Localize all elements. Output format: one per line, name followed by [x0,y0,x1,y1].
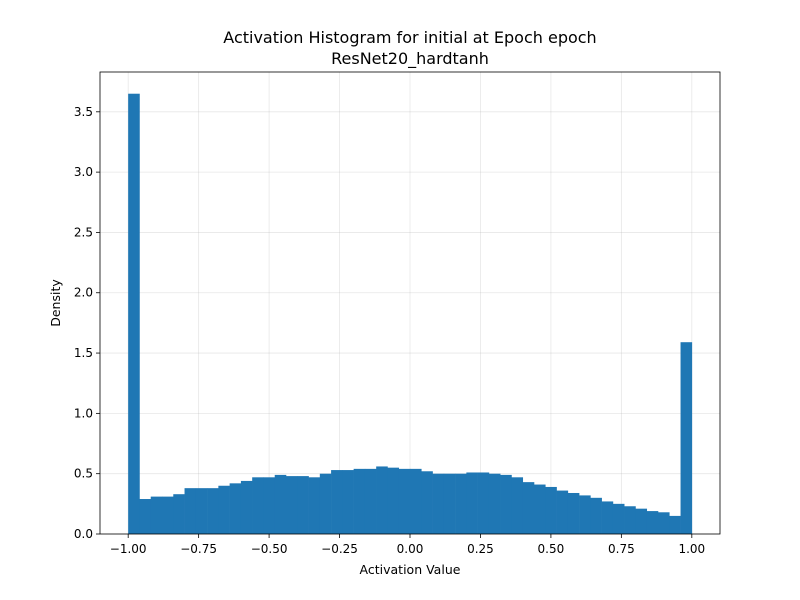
histogram-bar [455,473,467,534]
x-tick-label: 0.00 [397,542,424,556]
histogram-bar [376,466,388,534]
histogram-bar [646,511,659,534]
x-tick-label: −0.50 [251,542,288,556]
histogram-bar [150,496,163,534]
histogram-bar [556,490,569,534]
histogram-bar [488,473,501,534]
histogram-bar [590,497,602,534]
histogram-bar [331,470,343,534]
histogram-bar [173,494,185,534]
histogram-bar [421,471,433,534]
x-tick-label: −0.75 [180,542,217,556]
histogram-bar [353,468,366,534]
x-tick-label: 0.25 [467,542,494,556]
histogram-bar [680,342,693,534]
grid-lines [100,72,720,535]
histogram-bar [128,93,140,534]
histogram-bar [240,480,253,534]
histogram-bar [567,492,580,534]
histogram-bar [432,473,445,534]
histogram-bar [522,482,535,534]
histogram-bar [534,484,546,534]
histogram-bar [252,477,264,534]
histogram-bar [579,495,591,534]
histogram-bars [128,93,693,534]
histogram-bar [184,488,197,534]
histogram-bar [207,488,219,534]
histogram-bar [477,472,490,534]
histogram-bar [162,496,174,534]
histogram-bar [319,473,332,534]
y-axis-ticks: 0.0 0.5 1.0 1.5 2.0 2.5 3.0 3.5 [74,105,100,541]
x-tick-label: −1.00 [110,542,147,556]
histogram-bar [263,477,276,534]
histogram-bar [669,515,681,534]
chart-subtitle: ResNet20_hardtanh [331,49,489,69]
histogram-bar [297,476,309,534]
histogram-bar [410,468,422,534]
histogram-bar [601,501,614,534]
histogram-bar [612,503,625,534]
y-tick-label: 1.0 [74,406,93,420]
histogram-bar [443,473,456,534]
x-axis-ticks: −1.00 −0.75 −0.50 −0.25 0.00 0.25 0.50 0.75 1.00 [110,534,705,556]
y-tick-label: 0.0 [74,527,93,541]
x-tick-label: 1.00 [678,542,705,556]
chart-title: Activation Histogram for initial at Epoc… [223,28,596,47]
histogram-bar [635,508,648,534]
histogram-bar [274,474,287,534]
histogram-bar [545,486,557,534]
x-tick-label: 0.50 [538,542,565,556]
histogram-bar [387,467,400,534]
histogram-bar [195,488,208,534]
y-axis-label: Density [48,279,63,327]
histogram-bar [218,485,230,534]
histogram-bar [229,483,242,534]
y-tick-label: 1.5 [74,346,93,360]
histogram-bar [511,477,524,534]
histogram-bar [658,512,670,534]
histogram-bar [398,468,411,534]
x-tick-label: 0.75 [608,542,635,556]
histogram-bar [342,470,354,534]
y-tick-label: 3.0 [74,165,93,179]
y-tick-label: 2.5 [74,225,93,239]
histogram-bar [139,499,152,534]
y-tick-label: 3.5 [74,105,93,119]
histogram-bar [364,468,377,534]
histogram-bar [466,472,478,534]
x-axis-label: Activation Value [360,562,461,577]
histogram-bar [286,476,298,534]
y-tick-label: 2.0 [74,286,93,300]
histogram-bar [308,477,321,534]
histogram-bar [624,506,636,534]
x-tick-label: −0.25 [321,542,358,556]
histogram-bar [500,474,512,534]
y-tick-label: 0.5 [74,467,93,481]
